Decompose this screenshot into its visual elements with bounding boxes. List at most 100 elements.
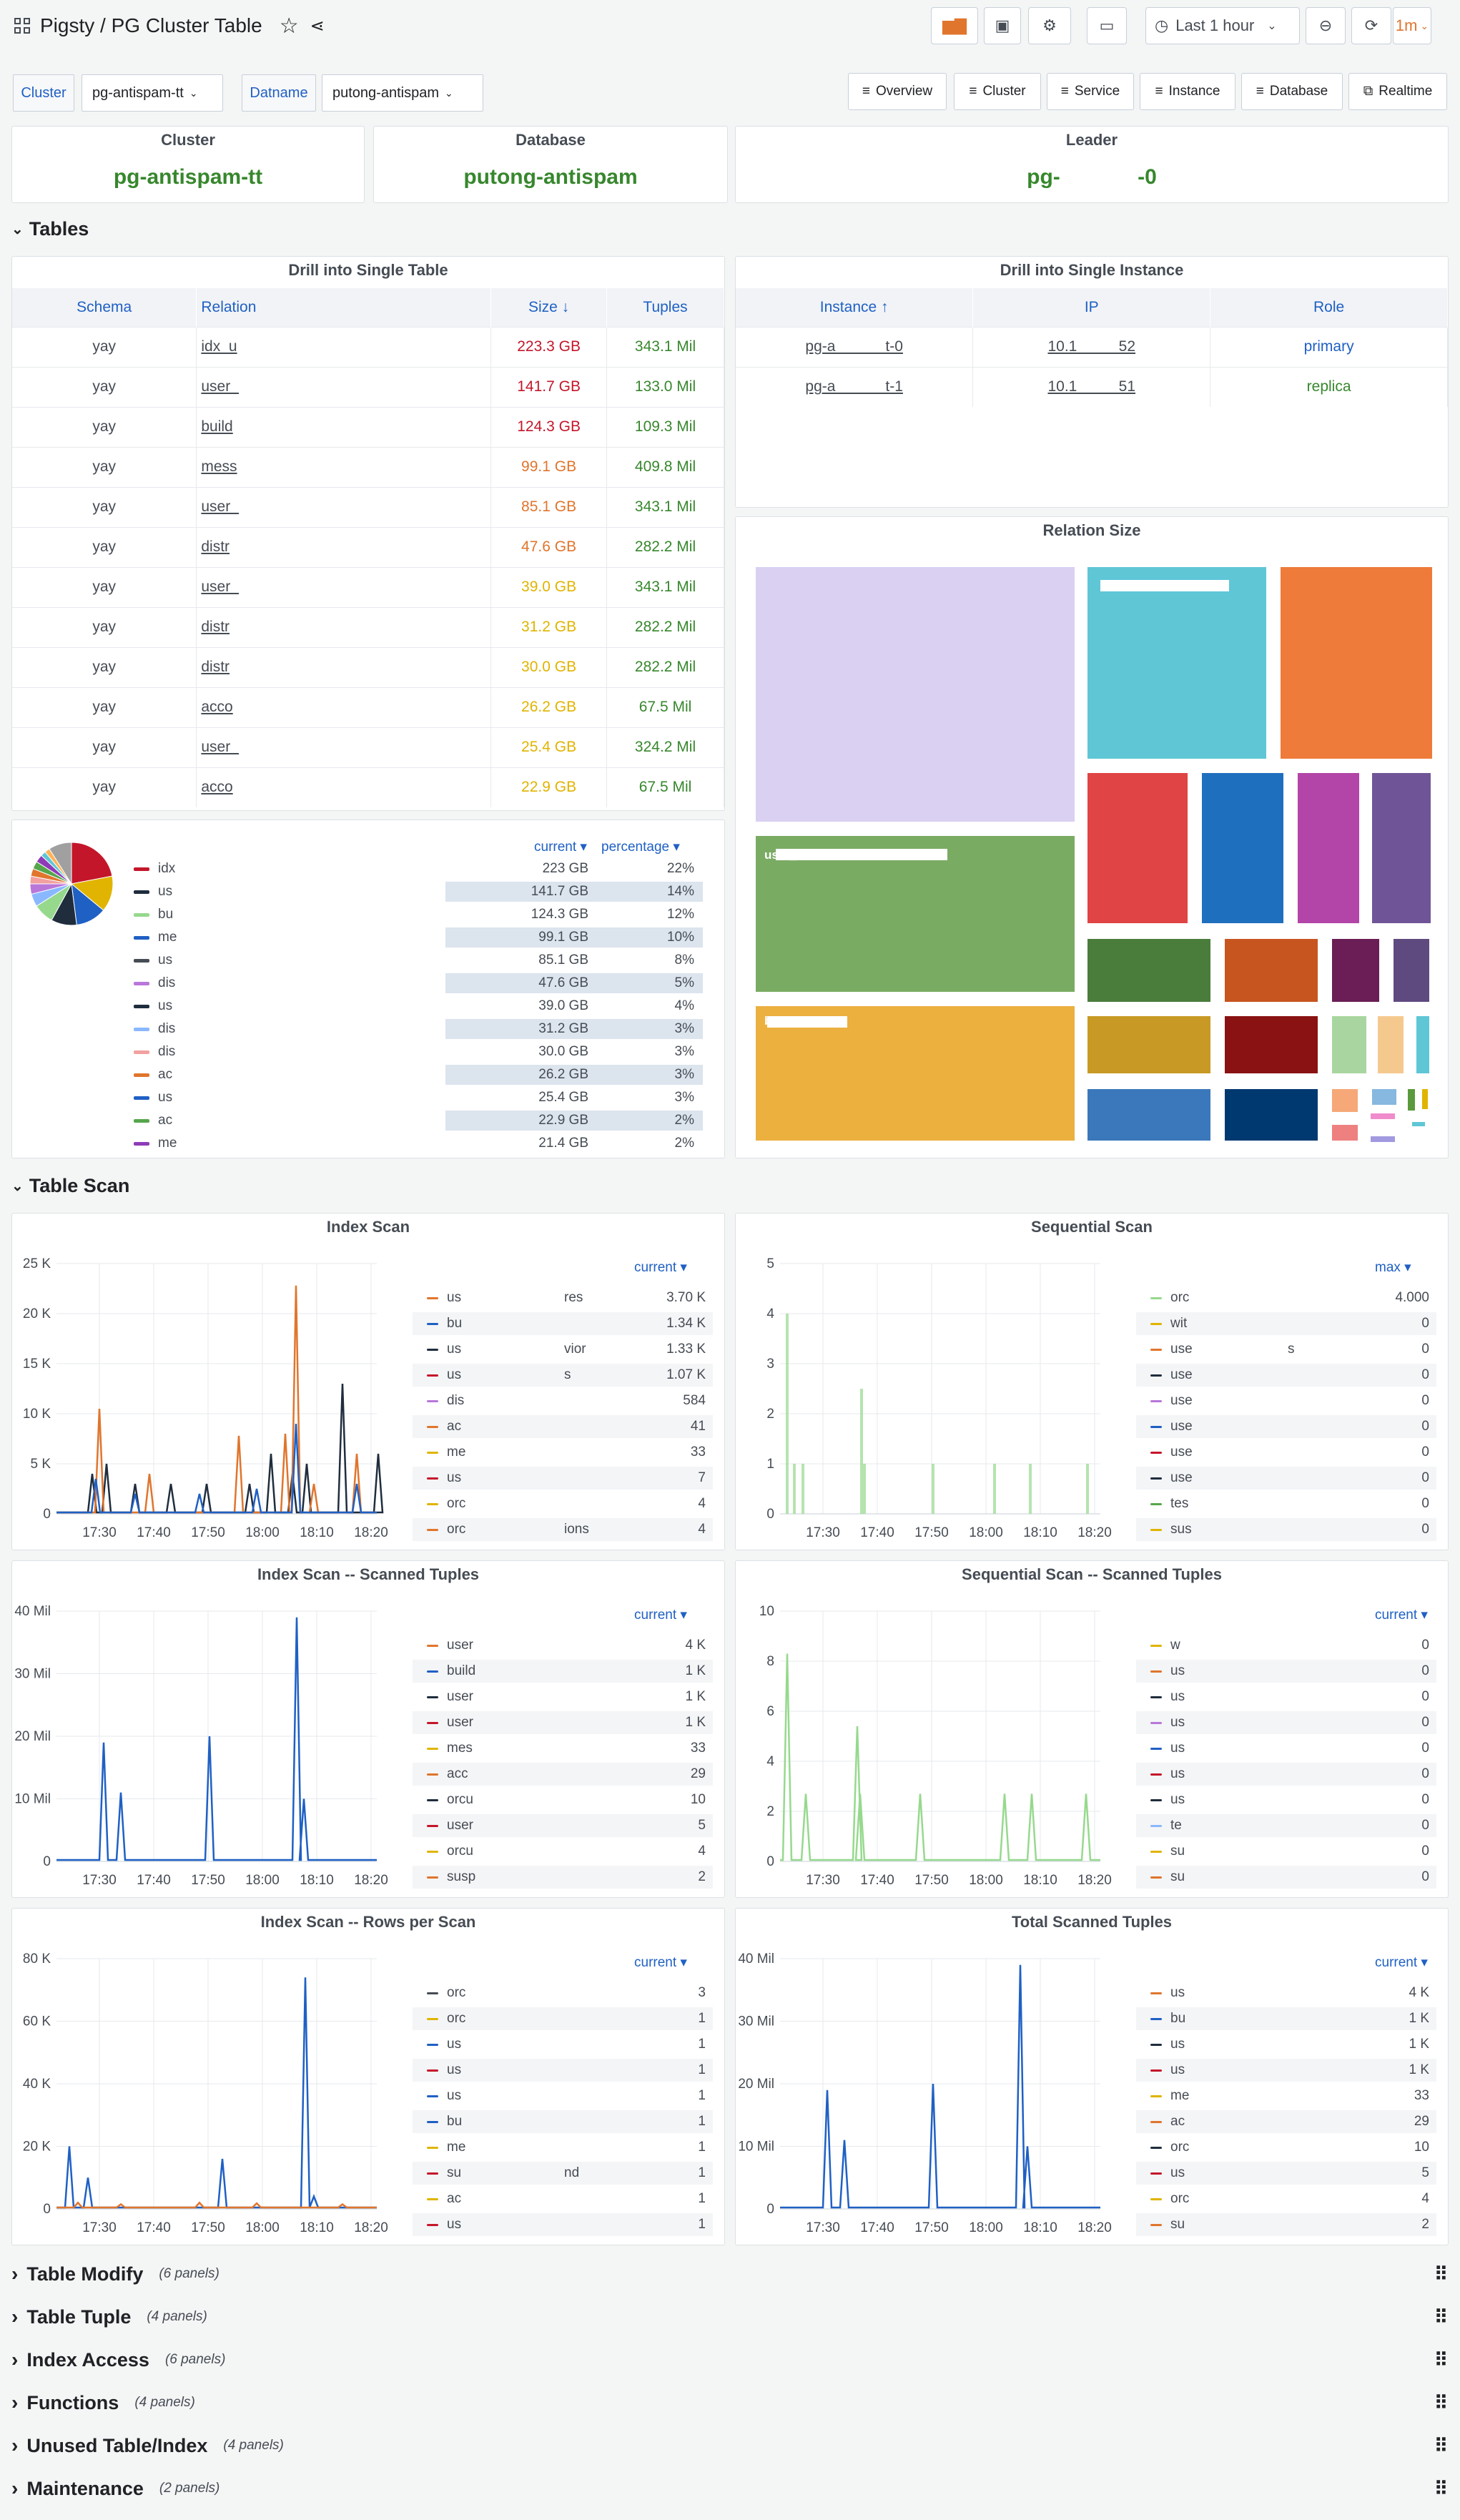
ip-cell[interactable]: 10.1 52	[972, 326, 1211, 367]
legend-item[interactable]: us 0	[1136, 1787, 1436, 1813]
treemap-cell[interactable]	[1372, 773, 1431, 923]
legend-item[interactable]: us 1	[413, 2032, 713, 2057]
treemap-cell[interactable]	[1332, 1125, 1358, 1141]
chart-panel[interactable]: Index Scan -- Scanned Tuples 40 Mil 30 Mil…	[11, 1560, 725, 1898]
table-row[interactable]: pg-a t-0 10.1 52 primary	[736, 326, 1448, 367]
bar[interactable]	[993, 1464, 996, 1514]
legend-item[interactable]: us 1	[413, 2212, 713, 2238]
relation-cell[interactable]: acco	[196, 767, 492, 807]
treemap-cell[interactable]	[756, 567, 1075, 822]
instance-cell[interactable]: pg-a t-1	[736, 366, 974, 407]
link-overview[interactable]: ≡ Overview	[848, 73, 947, 110]
legend-item[interactable]: user 5	[413, 1813, 713, 1839]
legend-item[interactable]: me 1	[413, 2135, 713, 2160]
legend-item[interactable]: dis 31.2 GB 3%	[134, 1018, 706, 1040]
collapsed-row[interactable]: › Maintenance (2 panels) ⠿	[11, 2473, 1449, 2504]
chart-plot[interactable]: 10 8 6 4 2 0 17:30 17:40 17:50 18:00 18:10 18:20	[736, 1575, 1122, 1890]
relation-link[interactable]: user_	[201, 739, 239, 755]
legend-item[interactable]: dis 47.6 GB 5%	[134, 972, 706, 995]
treemap-cell[interactable]	[1332, 1089, 1358, 1112]
table-row[interactable]: yay mess 99.1 GB 409.8 Mil	[12, 446, 724, 487]
table-row[interactable]: yay distr 31.2 GB 282.2 Mil	[12, 606, 724, 647]
legend-item[interactable]: use 0	[1136, 1439, 1436, 1465]
legend-item[interactable]: su 0	[1136, 1864, 1436, 1890]
drag-handle-icon[interactable]: ⠿	[1434, 2434, 1449, 2456]
relation-cell[interactable]: user_	[196, 727, 492, 767]
relation-link[interactable]: acco	[201, 699, 233, 715]
legend-item[interactable]: us res 3.70 K	[413, 1285, 713, 1311]
legend-item[interactable]: ac 1	[413, 2186, 713, 2212]
relation-cell[interactable]: user_	[196, 566, 492, 607]
treemap-cell[interactable]	[1371, 1113, 1395, 1119]
series-line[interactable]	[56, 1423, 377, 1514]
legend-item[interactable]: me 99.1 GB 10%	[134, 926, 706, 949]
legend-item[interactable]: orcu 10	[413, 1787, 713, 1813]
table-row[interactable]: yay build 124.3 GB 109.3 Mil	[12, 406, 724, 447]
treemap-cell[interactable]	[1087, 1089, 1210, 1141]
link-cluster[interactable]: ≡ Cluster	[954, 73, 1041, 110]
chart-plot[interactable]: 5 4 3 2 1 0 17:30 17:40 17:50 18:00 18:10 18:20	[736, 1228, 1122, 1542]
relation-link[interactable]: build	[201, 418, 233, 435]
relation-cell[interactable]: acco	[196, 686, 492, 727]
legend-item[interactable]: user 1 K	[413, 1710, 713, 1736]
stat-leader-panel[interactable]: Leader pg- -0	[735, 126, 1449, 203]
refresh-interval-picker[interactable]: 1m ⌄	[1393, 7, 1431, 44]
bar[interactable]	[786, 1314, 789, 1514]
table-row[interactable]: yay user_ 25.4 GB 324.2 Mil	[12, 727, 724, 767]
legend-item[interactable]: ac 26.2 GB 3%	[134, 1063, 706, 1086]
legend-item[interactable]: dis 584	[413, 1388, 713, 1414]
relation-cell[interactable]: mess	[196, 446, 492, 487]
row-tables[interactable]: ⌄ Tables	[11, 213, 89, 245]
legend-header[interactable]: current ▾	[634, 1955, 687, 1970]
drill-table-panel[interactable]: Drill into Single Table Schema Relation …	[11, 256, 725, 811]
collapsed-row[interactable]: › Index Access (6 panels) ⠿	[11, 2344, 1449, 2376]
table-row[interactable]: yay user_ 85.1 GB 343.1 Mil	[12, 486, 724, 527]
legend-item[interactable]: me 21.4 GB 2%	[134, 1132, 706, 1155]
col-size[interactable]: Size ↓	[490, 288, 608, 327]
dashboard-title[interactable]: Pigsty / PG Cluster Table	[40, 14, 262, 36]
legend-item[interactable]: us 141.7 GB 14%	[134, 880, 706, 903]
chart-plot[interactable]: 80 K 60 K 40 K 20 K 0 17:30 17:40 17:50 18:00 18:…	[12, 1923, 398, 2238]
legend-current-header[interactable]: current ▾	[534, 840, 587, 855]
treemap-cell[interactable]	[1372, 1089, 1396, 1105]
legend-item[interactable]: us 0	[1136, 1761, 1436, 1787]
chart-panel[interactable]: Index Scan 25 K 20 K 15 K 10 K 5 K 0 17:30 17:40…	[11, 1213, 725, 1550]
relation-cell[interactable]: idx_u	[196, 326, 492, 367]
row-table-scan[interactable]: ⌄ Table Scan	[11, 1170, 129, 1201]
legend-item[interactable]: us 25.4 GB 3%	[134, 1086, 706, 1109]
relation-link[interactable]: mess	[201, 458, 237, 475]
legend-item[interactable]: bu 124.3 GB 12%	[134, 903, 706, 926]
legend-item[interactable]: user 4 K	[413, 1633, 713, 1658]
legend-item[interactable]: bu 1 K	[1136, 2006, 1436, 2032]
treemap-cell[interactable]	[1225, 939, 1318, 1002]
series-line[interactable]	[56, 2201, 377, 2209]
treemap-cell[interactable]	[1412, 1122, 1425, 1126]
refresh-button[interactable]: ⟳	[1351, 7, 1391, 44]
legend-item[interactable]: use 0	[1136, 1362, 1436, 1388]
legend-header[interactable]: current ▾	[634, 1260, 687, 1275]
legend-item[interactable]: us 1	[413, 2057, 713, 2083]
bar[interactable]	[801, 1464, 804, 1514]
legend-item[interactable]: ac 22.9 GB 2%	[134, 1109, 706, 1132]
legend-item[interactable]: acc 29	[413, 1761, 713, 1787]
legend-item[interactable]: orc 1	[413, 2006, 713, 2032]
collapsed-row[interactable]: › Table Tuple (4 panels) ⠿	[11, 2301, 1449, 2333]
treemap-cell[interactable]	[756, 1006, 1075, 1141]
save-button[interactable]: ▣	[984, 7, 1021, 44]
relation-link[interactable]: acco	[201, 779, 233, 796]
legend-item[interactable]: orc 4.000	[1136, 1285, 1436, 1311]
bar[interactable]	[860, 1389, 863, 1514]
stat-database-panel[interactable]: Database putong-antispam	[373, 126, 728, 203]
legend-item[interactable]: orc 4	[413, 1491, 713, 1517]
legend-item[interactable]: te 0	[1136, 1813, 1436, 1839]
relation-pie-panel[interactable]: current ▾ percentage ▾ idx 223 GB 22% us 141…	[11, 820, 725, 1158]
drag-handle-icon[interactable]: ⠿	[1434, 2477, 1449, 2499]
pie-slice[interactable]	[49, 842, 72, 885]
col-tuples[interactable]: Tuples	[606, 288, 724, 327]
chart-panel[interactable]: Sequential Scan 5 4 3 2 1 0 17:30 17:40 17:50 18:0…	[735, 1213, 1449, 1550]
treemap-cell[interactable]	[1087, 939, 1210, 1002]
treemap-cell[interactable]	[1087, 773, 1188, 923]
collapsed-row[interactable]: › Functions (4 panels) ⠿	[11, 2387, 1449, 2418]
legend-item[interactable]: bu 1	[413, 2109, 713, 2135]
treemap-cell[interactable]	[1281, 567, 1432, 759]
